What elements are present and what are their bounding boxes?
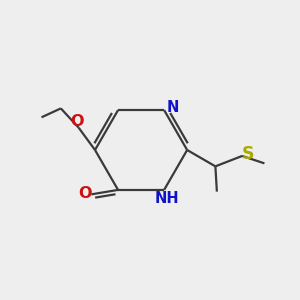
Text: N: N — [167, 100, 179, 115]
Text: NH: NH — [155, 191, 179, 206]
Text: O: O — [78, 186, 92, 201]
Text: O: O — [70, 114, 84, 129]
Text: S: S — [242, 146, 254, 164]
